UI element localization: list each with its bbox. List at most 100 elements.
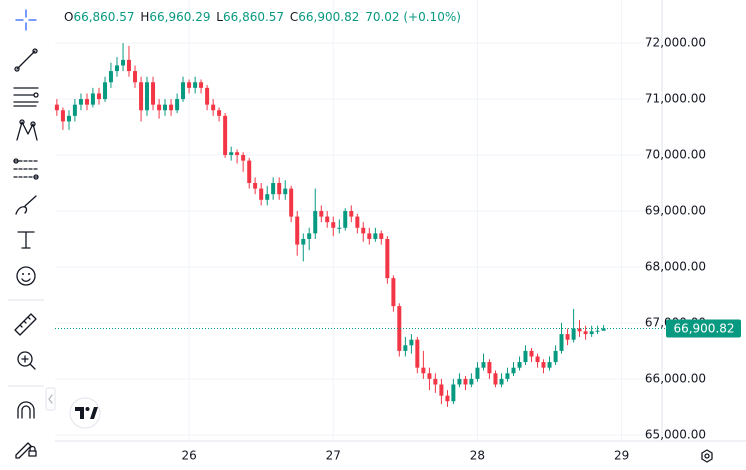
candle-body [433,378,438,385]
change-value: 70.02 [365,10,399,24]
candle-body [511,367,516,374]
candle-body [379,233,384,239]
candle-body [457,378,462,385]
close-value: 66,900.82 [298,10,359,24]
candle-body [126,59,131,72]
candle-body [163,104,168,111]
candle-body [337,227,342,229]
candle-body [144,82,149,111]
candle-body [343,210,348,228]
tradingview-logo[interactable] [69,397,101,429]
candle-body [54,104,59,111]
text-tool[interactable] [17,231,35,249]
candle-body [114,65,119,72]
candle-body [103,82,108,100]
candle-body [577,328,582,332]
candle-body [151,82,156,105]
ohlc-header: O66,860.57 H66,960.29 L66,860.57 C66,900… [64,10,461,24]
low-value: 66,860.57 [223,10,284,24]
x-tick-label: 26 [181,449,196,463]
candle-body [241,155,246,161]
candle-body [211,104,216,111]
candle-body [205,87,210,105]
candle-body [319,210,324,217]
candle-body [469,378,474,385]
candle-body [583,331,588,335]
candle-body [169,104,174,111]
candle-body [523,350,528,363]
x-tick-label: 28 [470,449,485,463]
last-price-label: 66,900.82 [673,321,734,335]
candle-body [217,110,222,116]
pattern-tool[interactable] [16,119,38,141]
emoji-tool[interactable] [16,266,36,286]
trend-line-tool[interactable] [14,48,38,72]
candle-body [199,82,204,88]
crosshair-tool[interactable] [15,9,37,31]
magnet-tool[interactable] [17,401,35,419]
candle-body [133,71,138,83]
open-value: 66,860.57 [73,10,134,24]
candle-body [361,227,366,234]
candle-body [397,306,402,351]
fib-tool[interactable] [13,158,39,180]
ruler-tool[interactable] [14,313,37,336]
candle-body [72,104,77,116]
y-tick-label: 66,000.00 [645,371,706,385]
x-tick-label: 27 [326,449,341,463]
open-letter: O [64,10,73,24]
parallel-lines-tool[interactable] [13,87,39,107]
candle-body [277,183,282,195]
y-tick-label: 65,000.00 [645,427,706,441]
lock-drawings-tool[interactable] [15,442,37,459]
candle-body [289,188,294,217]
candle-body [85,99,90,105]
candle-body [541,362,546,368]
y-tick-label: 70,000.00 [645,148,706,162]
candle-body [193,82,198,88]
close-letter: C [290,10,298,24]
candle-body [187,82,192,88]
high-letter: H [140,10,149,24]
candle-body [445,395,450,402]
low-letter: L [216,10,223,24]
candle-body [553,350,558,363]
candle-body [559,334,564,351]
candle-body [421,367,426,374]
candle-body [223,115,228,156]
candle-body [229,152,234,156]
candle-body [307,233,312,239]
settings-button[interactable] [701,449,713,463]
candle-body [487,362,492,374]
candle-body [415,339,420,368]
candle-body [121,59,126,66]
y-tick-label: 72,000.00 [645,36,706,50]
brush-tool[interactable] [15,195,37,215]
candle-body [499,378,504,385]
candle-body [595,330,600,332]
change-percent: (+0.10%) [403,10,461,24]
candle-body [349,210,354,217]
candle-body [139,82,144,111]
collapse-toolbar[interactable] [45,387,56,411]
candle-body [60,110,65,122]
last-price-badge [666,319,741,338]
candle-body [493,373,498,385]
candle-body [181,82,186,100]
candle-body [463,378,468,385]
candle-body [427,373,432,379]
candle-body [589,331,594,335]
candle-body [301,238,306,245]
candle-body [517,362,522,368]
candle-body [295,216,300,245]
candle-body [601,328,606,331]
candle-body [175,99,180,111]
toolbar [8,9,56,459]
candle-body [439,384,444,396]
candle-body [367,233,372,239]
candle-body [108,71,113,83]
zoom-tool[interactable] [17,351,36,370]
